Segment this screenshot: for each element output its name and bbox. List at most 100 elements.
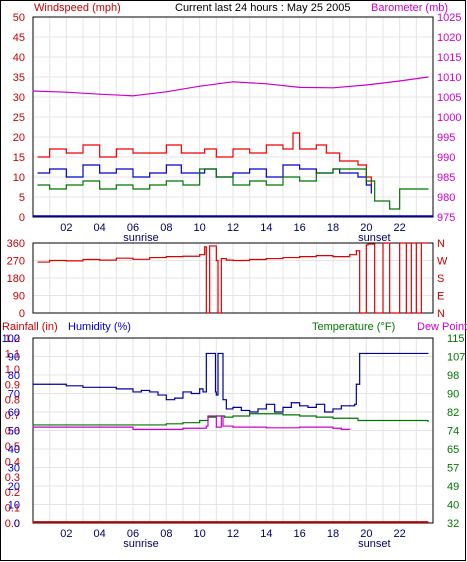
humidity-point (174, 397, 176, 399)
y-tick-label-right: 82 (447, 407, 459, 419)
x-tick-label: 20 (360, 222, 372, 234)
low-point (299, 180, 301, 182)
wind-direction-point (299, 256, 301, 258)
low-point (49, 188, 51, 190)
temperature-point (224, 416, 226, 418)
humidity-point (225, 408, 227, 410)
y-tick-label-right: 1010 (437, 72, 461, 84)
dew-point-point (199, 427, 201, 429)
y-tick-label: 70 (8, 389, 20, 401)
dew-point-axis-title: Dew Point (417, 321, 467, 333)
low-point (427, 188, 429, 190)
wind-direction-point (205, 312, 207, 314)
wind-direction-point (207, 312, 209, 314)
humidity-point (32, 383, 34, 385)
wind-direction-point (365, 244, 367, 246)
humidity-point (324, 411, 326, 413)
wind-direction-point (37, 261, 39, 263)
y-tick-label: 5 (19, 192, 25, 204)
y-tick-label-right: 49 (447, 481, 459, 493)
average-point (115, 168, 117, 170)
wind-direction-point (282, 256, 284, 259)
humidity-point (332, 408, 334, 410)
temperature-point (282, 414, 284, 416)
x-tick-label: 12 (227, 528, 239, 540)
wind-direction-point (99, 259, 101, 261)
humidity-point (149, 391, 151, 393)
y-tick-label: 20 (8, 481, 20, 493)
humidity-temperature-panel: 0.0 0.1 0.2 0.3 0.4 0.5 0.6 0.7 0.8 0.9 1.0 1.1 1.2 0… (2, 333, 466, 550)
wind-direction-point (359, 312, 361, 314)
y-tick-label-right: E (437, 291, 444, 303)
y-tick-label-right: 1005 (437, 92, 461, 104)
rainfall-point (32, 521, 34, 523)
y-tick-label: 0.9 (5, 379, 20, 391)
x-tick-label: 02 (60, 222, 72, 234)
average-point (365, 184, 367, 186)
y-tick-label: 0.6 (5, 426, 20, 438)
humidity-point (232, 406, 234, 408)
x-tick-label: 18 (327, 222, 339, 234)
y-tick-label: 0.1 (5, 503, 20, 515)
average-point (165, 164, 167, 166)
gust-point (292, 132, 294, 134)
humidity-point (65, 385, 67, 387)
low-point (374, 200, 376, 202)
dew-point-point (232, 426, 234, 428)
humidity-point (399, 352, 401, 355)
gust-point (82, 144, 84, 146)
y-tick-label: 0.7 (5, 410, 20, 422)
average-point (132, 176, 134, 178)
y-tick-label: 0.2 (5, 487, 20, 499)
barometer-point (132, 95, 134, 97)
wind-direction-point (219, 312, 221, 314)
barometer-point (199, 85, 201, 87)
wind-direction-point (420, 242, 422, 244)
y-tick-label-right: 107 (447, 352, 465, 364)
humidity-point (427, 352, 429, 355)
average-point (357, 176, 359, 178)
y-tick-label-right: 980 (437, 192, 455, 204)
gust-point (204, 148, 206, 150)
y-tick-label: 50 (13, 12, 25, 24)
humidity-point (307, 406, 309, 408)
temperature-point (365, 419, 367, 422)
humidity-point (265, 403, 267, 405)
humidity-point (140, 389, 142, 392)
x-tick-label: 14 (260, 528, 272, 540)
gust-point (339, 160, 341, 162)
temperature-point (427, 420, 429, 423)
barometer-point (65, 91, 67, 93)
y-tick-label: 0 (14, 518, 20, 530)
y-tick-label-right: 1025 (437, 12, 461, 24)
y-tick-label-right: 57 (447, 463, 459, 475)
y-tick-label-right: 1000 (437, 112, 461, 124)
x-tick-label: 14 (260, 222, 272, 234)
humidity-point (215, 394, 217, 396)
dew-point-point (165, 428, 167, 430)
low-point (149, 184, 151, 186)
y-tick-label: 0 (19, 212, 25, 224)
y-tick-label: 25 (13, 112, 25, 124)
barometer-point (332, 87, 334, 89)
temperature-point (357, 419, 359, 422)
barometer-point (427, 76, 429, 78)
wind-direction-point (315, 255, 317, 257)
y-tick-label-right: 40 (447, 500, 459, 512)
average-point (82, 164, 84, 166)
humidity-point (99, 386, 101, 388)
gust-series-line (38, 132, 372, 185)
x-tick-label: 20 (360, 528, 372, 540)
y-tick-label: 0.8 (5, 395, 20, 407)
dew-point-point (205, 425, 207, 427)
dew-point-point (182, 427, 184, 429)
low-point (399, 188, 401, 190)
humidity-point (82, 386, 84, 388)
dew-point-point (132, 428, 134, 430)
humidity-point (165, 399, 167, 401)
dew-point-point (340, 428, 342, 430)
temperature-point (199, 419, 201, 422)
y-tick-label: 30 (13, 92, 25, 104)
